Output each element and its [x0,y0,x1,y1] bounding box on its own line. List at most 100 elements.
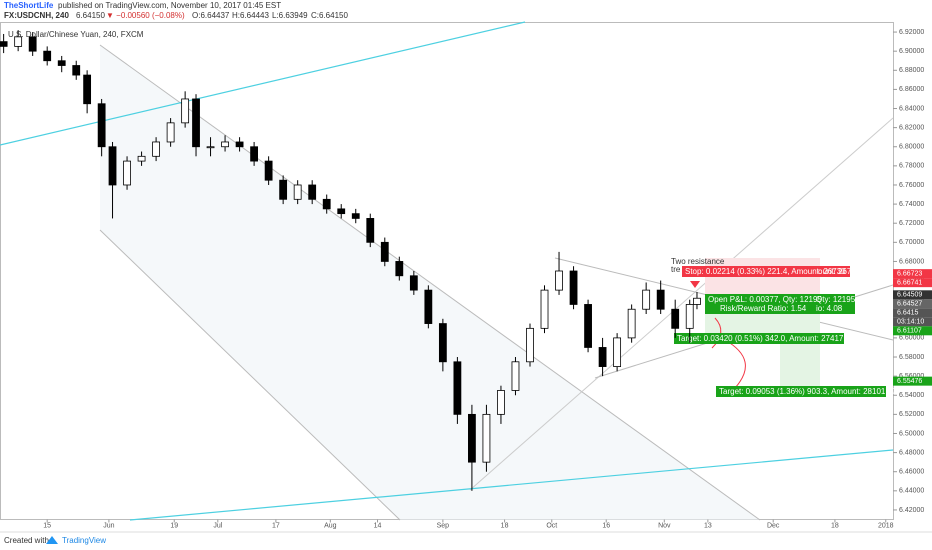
candle-body [235,141,244,148]
price-marker [893,326,932,336]
candle-body [584,304,592,348]
candle-body [322,198,331,210]
candle-body [264,160,273,181]
x-tick-label: Jun [103,522,114,529]
price-marker [893,269,932,279]
channel-line [0,21,526,146]
price-marker-label: 6.61107 [897,328,922,335]
label-box [674,333,844,344]
candle-body [72,65,81,76]
candle-body [192,98,200,148]
candle-body [83,74,92,105]
change: ▼ −0.00560 (−0.08%) [106,11,185,20]
candle-body [152,141,160,157]
y-tick-label: 6.48000 [899,449,924,456]
rr-label: Risk/Reward Ratio: 1.54 [720,304,807,313]
candle-body [57,60,66,66]
y-tick-label: 6.56000 [899,373,924,380]
candle-body [380,241,389,262]
candle-body [598,347,607,367]
candle-body [540,289,549,329]
label-box [705,294,855,314]
candle-body [14,36,23,47]
ohlc: H:6.64443 [232,11,269,20]
target-label: Target: 0.09053 (1.36%) 903.3, Amount: 2… [719,387,897,396]
last-price: 6.64150 [76,11,105,20]
y-tick-label: 6.90000 [899,48,924,55]
label-box [682,266,850,277]
target-zone [780,338,820,390]
candle-body [97,103,106,148]
stop-label: Stop: 0.02214 (0.33%) 221.4, Amount: 267… [685,267,846,276]
trend-line [99,229,401,521]
x-tick-label: Oct [546,522,557,529]
stop-label: ount: 26730 [818,267,861,276]
y-tick-label: 6.76000 [899,182,924,189]
candle-body [685,304,694,329]
candle-body [366,218,375,243]
price-marker [893,299,932,309]
candle-body [308,184,317,200]
candle-body [613,337,622,367]
candle-body [206,146,215,149]
price-marker-label: 6.6415 [897,310,919,317]
y-tick-label: 6.72000 [899,220,924,227]
target-label: Target: 0.03420 (0.51%) 342.0, Amount: 2… [677,334,855,343]
trend-line [469,117,894,491]
candle-body [642,289,651,310]
pnl-label: Open P&L: 0.00377, Qty: 12195 [708,295,822,304]
x-tick-label: 13 [704,522,712,529]
ohlc: C:6.64150 [311,11,348,20]
candle-body [656,289,665,310]
countdown: 03:14:10 [897,319,924,326]
x-tick-label: Nov [658,522,671,529]
candle-body [693,297,701,305]
candle-body [293,184,302,200]
candle-body [108,146,117,186]
price-marker [893,376,932,386]
candle-body [511,361,520,391]
chart-title: U.S. Dollar/Chinese Yuan, 240, FXCM [8,30,144,39]
candle-body [453,361,462,415]
candle-body [468,413,476,463]
y-tick-label: 6.88000 [899,67,924,74]
price-marker-label: 6.64527 [897,301,922,308]
footer-brand[interactable]: TradingView [62,536,106,545]
candle-body [569,270,578,305]
y-tick-label: 6.46000 [899,469,924,476]
candle-body [250,146,259,162]
candle-body [43,50,52,62]
published: published on TradingView.com, November 1… [58,1,281,10]
author[interactable]: TheShortLife [4,1,54,10]
x-tick-label: Aug [324,522,337,529]
candle-body [409,275,418,291]
candle-body [438,323,447,363]
label-box [716,386,886,397]
x-tick-label: 16 [602,522,610,529]
x-tick-label: 14 [374,522,382,529]
marker [690,281,700,288]
footer-text: Created with [4,536,49,545]
x-tick-label: Dec [767,522,780,529]
y-tick-label: 6.52000 [899,411,924,418]
x-tick-label: 15 [43,522,51,529]
y-tick-label: 6.50000 [899,430,924,437]
candle-body [28,36,37,52]
y-tick-label: 6.44000 [899,488,924,495]
symbol: FX:USDCNH, 240 [4,11,69,20]
candle-body [351,213,360,219]
y-tick-label: 6.60000 [899,335,924,342]
ohlc: L:6.63949 [272,11,308,20]
y-tick-label: 6.70000 [899,239,924,246]
plot-area: Two resistance tre Stop: 0.02214 (0.33%)… [0,21,897,521]
y-tick-label: 6.80000 [899,144,924,151]
logo [46,536,58,544]
rr-label: io: 4.08 [816,304,843,313]
x-tick-label: 2018 [878,522,894,529]
x-tick-label: 18 [501,522,509,529]
candle-body [221,141,229,148]
price-marker [893,278,932,288]
candle-body [627,308,636,339]
y-tick-label: 6.78000 [899,163,924,170]
